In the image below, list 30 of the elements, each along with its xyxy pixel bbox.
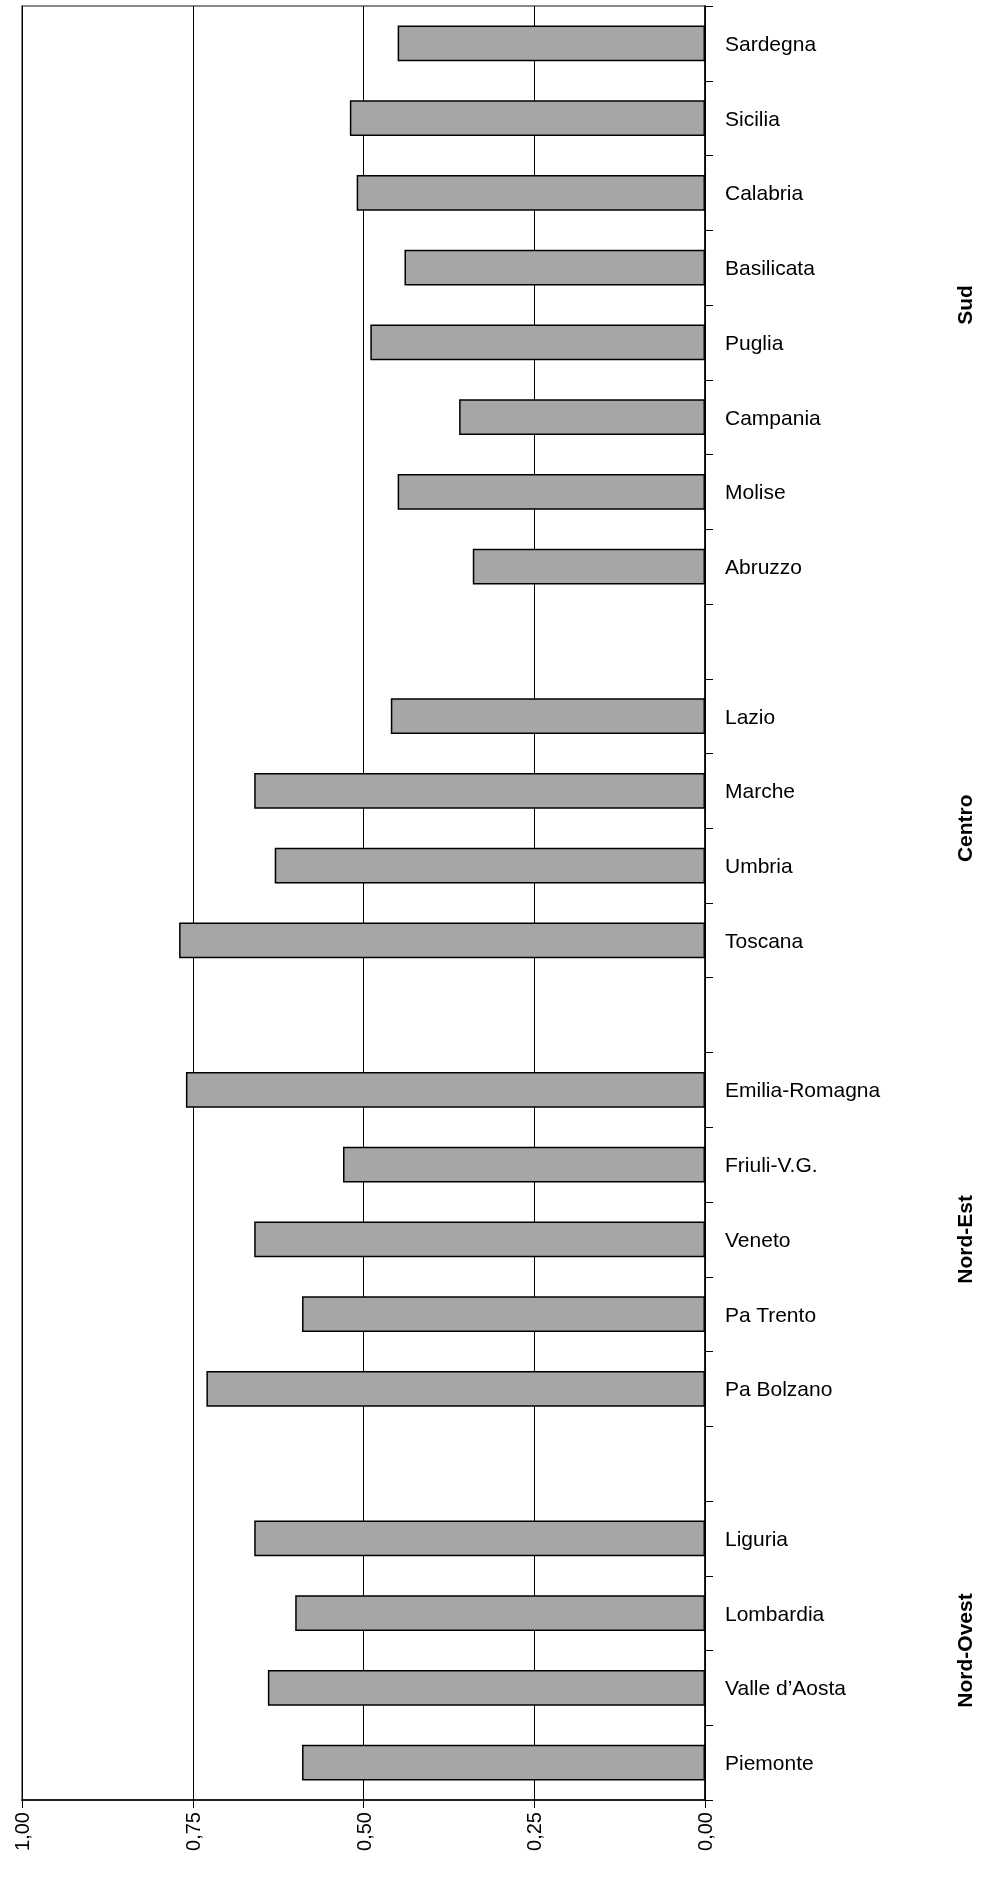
y-tick-label: Calabria	[725, 181, 804, 205]
y-tick-label: Pa Bolzano	[725, 1377, 833, 1401]
y-tick-label: Basilicata	[725, 256, 816, 280]
y-tick-label: Sicilia	[725, 106, 781, 130]
x-tick-label: 0,25	[523, 1812, 546, 1851]
y-tick-label: Marche	[725, 779, 796, 803]
y-tick-label: Puglia	[725, 330, 784, 354]
text: Centro	[952, 794, 976, 863]
y-tick-label: Pa Trento	[725, 1302, 817, 1326]
y-tick-label: Veneto	[725, 1227, 791, 1251]
text: Nord-Ovest	[952, 1593, 976, 1708]
x-tick-label: 0,00	[694, 1812, 716, 1851]
x-tick-label: 1,00	[11, 1812, 33, 1851]
x-tick-label: 0,75	[181, 1812, 204, 1851]
text: Nord-Est	[952, 1195, 976, 1284]
y-tick-label: Campania	[725, 405, 822, 429]
x-tick-label: 0,50	[352, 1812, 375, 1851]
y-tick-label: Friuli-V.G.	[725, 1153, 818, 1177]
y-tick-label: Sardegna	[725, 31, 817, 55]
y-tick-label: Piemonte	[725, 1751, 814, 1775]
y-tick-label: Molise	[725, 480, 786, 504]
y-tick-label: Umbria	[725, 854, 793, 878]
text: Sud	[952, 285, 976, 325]
y-tick-label: Lazio	[725, 704, 776, 728]
y-tick-label: Lombardia	[725, 1601, 825, 1625]
y-tick-label: Valle d’Aosta	[725, 1676, 847, 1700]
y-tick-label: Emilia-Romagna	[725, 1078, 881, 1102]
y-tick-label: Abruzzo	[725, 555, 803, 579]
y-tick-label: Toscana	[725, 928, 804, 952]
y-tick-label: Liguria	[725, 1526, 789, 1550]
